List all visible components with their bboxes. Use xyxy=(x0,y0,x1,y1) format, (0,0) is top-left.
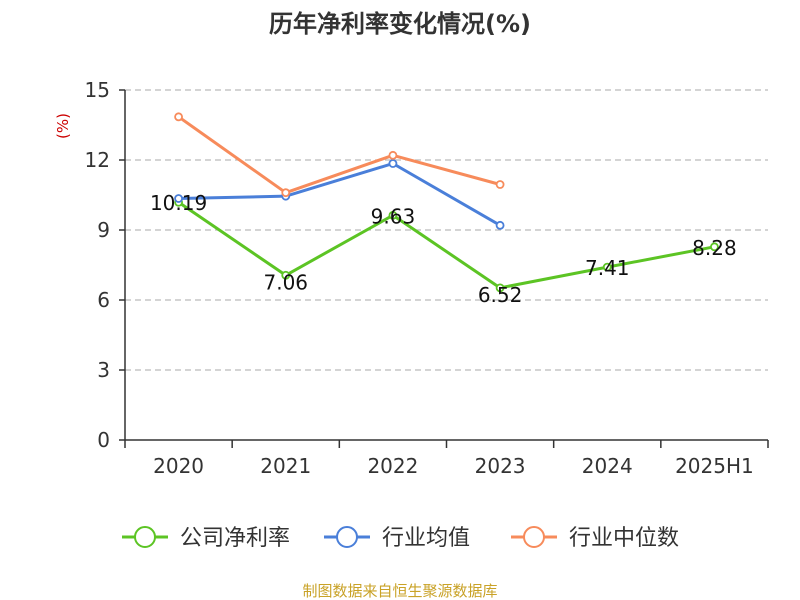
data-label: 7.41 xyxy=(585,256,630,280)
series-layer xyxy=(174,112,719,293)
data-label: 9.63 xyxy=(371,204,416,228)
legend: 公司净利率 行业均值 行业中位数 xyxy=(122,526,679,551)
y-tick-label: 0 xyxy=(97,428,110,452)
y-tick-label: 3 xyxy=(97,358,110,382)
x-tick-label: 2025H1 xyxy=(675,454,754,478)
data-label: 6.52 xyxy=(478,283,523,307)
data-label: 10.19 xyxy=(150,191,207,215)
series-point-2 xyxy=(281,188,291,198)
x-tick-label: 2022 xyxy=(367,454,418,478)
x-tick-label: 2021 xyxy=(260,454,311,478)
data-labels: 10.19 7.06 9.63 6.52 7.41 8.28 xyxy=(150,191,737,307)
series-point-2 xyxy=(495,180,505,189)
series-line-2 xyxy=(177,115,501,195)
x-tick-label: 2023 xyxy=(475,454,526,478)
grid-lines xyxy=(125,89,768,371)
series-line-0 xyxy=(177,200,715,290)
x-tick-label: 2024 xyxy=(582,454,633,478)
legend-label: 行业中位数 xyxy=(569,526,679,551)
y-axis-unit: (%) xyxy=(54,113,72,139)
x-tick-label: 2020 xyxy=(153,454,204,478)
data-label: 8.28 xyxy=(692,236,737,260)
series-point-2 xyxy=(388,150,398,160)
series-line-1 xyxy=(178,162,501,227)
legend-marker xyxy=(523,526,545,548)
y-tick-label: 15 xyxy=(85,78,110,102)
series-point-0 xyxy=(388,210,398,220)
y-tick-label: 12 xyxy=(85,148,110,172)
series-point-1 xyxy=(388,159,398,168)
y-tick-label: 9 xyxy=(97,218,110,242)
legend-marker xyxy=(134,526,156,548)
series-point-1 xyxy=(174,194,183,203)
series-point-0 xyxy=(495,283,505,293)
series-point-0 xyxy=(602,262,612,272)
data-label: 7.06 xyxy=(263,270,308,294)
legend-marker xyxy=(336,526,358,548)
series-point-2 xyxy=(174,112,183,122)
legend-label: 公司净利率 xyxy=(180,526,290,551)
series-point-0 xyxy=(281,270,291,280)
legend-label: 行业均值 xyxy=(382,526,470,551)
chart-title: 历年净利率变化情况(%) xyxy=(269,10,531,38)
axes: 0 3 6 9 12 15 2020 2021 2022 2023 2024 2025H1 xyxy=(85,78,769,478)
series-point-0 xyxy=(710,242,719,252)
y-tick-label: 6 xyxy=(97,288,110,312)
series-point-1 xyxy=(495,220,505,230)
data-source-note: 制图数据来自恒生聚源数据库 xyxy=(302,582,497,600)
